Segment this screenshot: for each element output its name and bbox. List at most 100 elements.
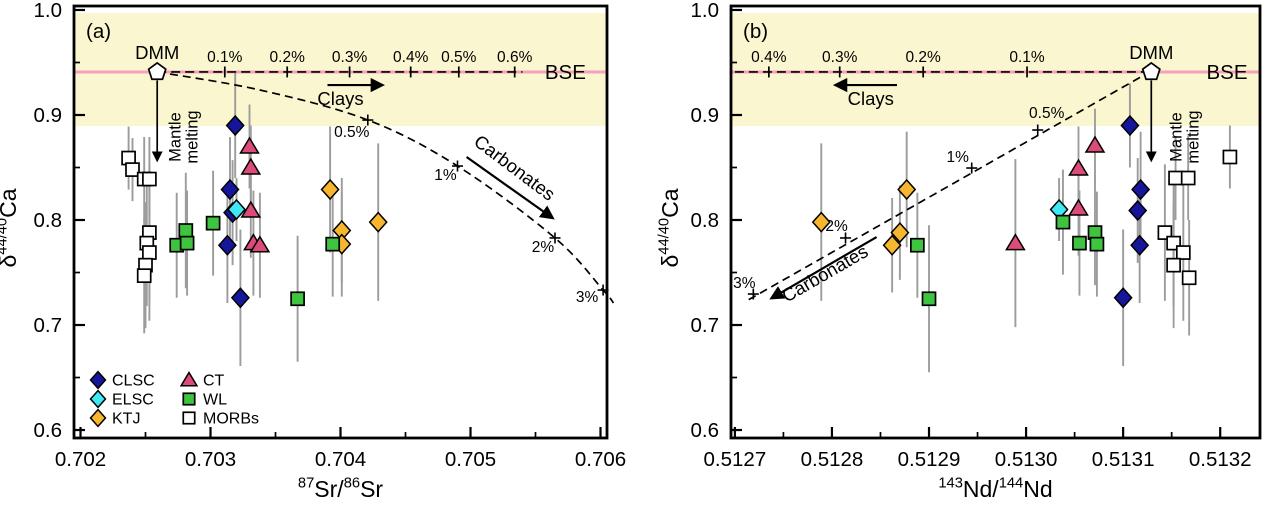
- series-ELSC: [226, 198, 247, 221]
- carbonates-label: Carbonates: [778, 240, 871, 306]
- carbonates-label: Carbonates: [470, 130, 559, 204]
- bse-label: BSE: [1206, 61, 1247, 84]
- data-point-MORBs: [1175, 245, 1191, 260]
- x-tick-label: 0.704: [315, 448, 366, 471]
- clays-mark-label: 0.1%: [207, 49, 243, 66]
- carbonates-mark-label: 0.5%: [1029, 105, 1065, 122]
- x-tick-label: 0.706: [575, 448, 626, 471]
- series-KTJ: [811, 178, 917, 256]
- data-point-MORBs: [142, 245, 157, 260]
- series-WL: [910, 214, 1105, 307]
- data-point-WL: [1072, 235, 1087, 251]
- dmm-pentagon-marker: [147, 61, 167, 81]
- data-point-CLSC: [1120, 114, 1140, 137]
- legend-marker-MORBs: [182, 411, 196, 425]
- x-tick-label: 0.5127: [704, 448, 767, 471]
- data-point-WL: [1089, 236, 1105, 252]
- series-MORBs: [121, 150, 157, 284]
- x-tick-label: 0.702: [55, 448, 106, 471]
- y-tick-label: 0.7: [34, 314, 63, 337]
- carbonates-mark-label: 3%: [576, 289, 599, 306]
- series-CLSC: [1113, 114, 1151, 309]
- carbonates-mixing-line: [157, 71, 615, 304]
- data-point-MORBs: [1181, 270, 1197, 286]
- legend-marker-CLSC: [89, 370, 107, 390]
- series-CT: [1005, 135, 1106, 251]
- data-point-WL: [325, 236, 341, 252]
- data-point-WL: [921, 291, 937, 307]
- panel-letter: (a): [86, 20, 111, 43]
- data-point-WL: [290, 291, 305, 307]
- clays-label: Clays: [848, 88, 894, 109]
- data-point-CLSC: [1113, 287, 1133, 309]
- clays-mark-label: 0.1%: [1009, 49, 1045, 66]
- data-point-CT: [1068, 198, 1089, 216]
- data-point-WL: [205, 215, 221, 231]
- legend-marker-ELSC: [89, 389, 107, 409]
- data-point-KTJ: [368, 211, 388, 233]
- mantle-melting-label: Mantle melting: [166, 110, 201, 163]
- clays-mark-label: 0.2%: [906, 49, 942, 66]
- data-point-CLSC: [1131, 178, 1151, 201]
- data-point-MORBs: [136, 268, 152, 284]
- series-CT: [239, 136, 271, 253]
- data-point-MORBs: [1168, 170, 1183, 186]
- clays-label: Clays: [317, 88, 363, 109]
- data-point-CLSC: [230, 287, 250, 309]
- panel-b: 0.4% 0.3% 0.2% 0.1% Clays 0.5% 1% 2% 3% Carbonate…: [656, 0, 1262, 502]
- x-tick-label: 0.5132: [1189, 448, 1252, 471]
- carbonates-mark-label: 0.5%: [334, 124, 370, 141]
- clays-mark-label: 0.3%: [332, 49, 368, 66]
- data-point-CT: [1005, 233, 1026, 251]
- mantle-melting-line1: Mantle: [1168, 112, 1186, 162]
- panel-a: 0.1% 0.2% 0.3% 0.4% 0.5% 0.6% Clays 0.5% 1% 2% 3% C…: [0, 0, 626, 502]
- dmm-label: DMM: [135, 42, 179, 63]
- series-MORBs: [1157, 149, 1238, 286]
- data-point-MORBs: [1180, 170, 1196, 186]
- bse-label: BSE: [545, 61, 586, 84]
- carbonates-arrow: [769, 236, 878, 300]
- clays-mark-label: 0.3%: [822, 49, 858, 66]
- clays-mark-label: 0.5%: [441, 49, 477, 66]
- clays-mark-label: 0.4%: [751, 49, 787, 66]
- data-point-CLSC: [225, 114, 245, 137]
- data-point-KTJ: [811, 211, 831, 233]
- clays-mark-label: 0.6%: [497, 49, 533, 66]
- legend-label-KTJ: KTJ: [112, 411, 140, 428]
- data-point-CLSC: [217, 234, 237, 256]
- data-point-KTJ: [897, 178, 917, 201]
- series-WL: [169, 215, 341, 307]
- legend-marker-CT: [179, 371, 199, 387]
- data-point-MORBs: [1222, 149, 1238, 165]
- y-axis-title: δ44/40Ca: [656, 188, 683, 267]
- y-axis-title: δ44/40Ca: [0, 188, 21, 267]
- data-point-WL: [178, 223, 194, 238]
- data-point-WL: [910, 237, 925, 253]
- y-tick-label: 0.8: [34, 209, 63, 232]
- mantle-melting-label: Mantle melting: [1168, 110, 1203, 163]
- legend-marker-WL: [182, 392, 196, 406]
- data-point-CT: [239, 136, 260, 154]
- dmm-label: DMM: [1129, 42, 1173, 63]
- data-point-CLSC: [1128, 199, 1148, 222]
- data-point-KTJ: [882, 234, 902, 256]
- carbonates-arrow: [465, 156, 555, 220]
- data-point-CLSC: [220, 178, 240, 201]
- carbonates-mark-label: 3%: [733, 275, 756, 292]
- x-tick-label: 0.5131: [1092, 448, 1155, 471]
- data-point-KTJ: [320, 178, 340, 201]
- x-axis-title: 143Nd/144Nd: [938, 475, 1052, 502]
- mantle-melting-line1: Mantle: [166, 112, 184, 162]
- panel-letter: (b): [743, 20, 768, 43]
- x-tick-label: 0.5129: [898, 448, 961, 471]
- legend-label-WL: WL: [203, 392, 227, 409]
- clays-mark-label: 0.2%: [270, 49, 306, 66]
- data-point-ELSC: [226, 198, 247, 221]
- carbonates-mark-label: 1%: [434, 167, 457, 184]
- carbonates-mark-label: 2%: [825, 218, 848, 235]
- legend-label-CT: CT: [203, 373, 225, 390]
- y-tick-label: 0.6: [34, 419, 63, 442]
- dmm-pentagon-marker: [1141, 61, 1161, 81]
